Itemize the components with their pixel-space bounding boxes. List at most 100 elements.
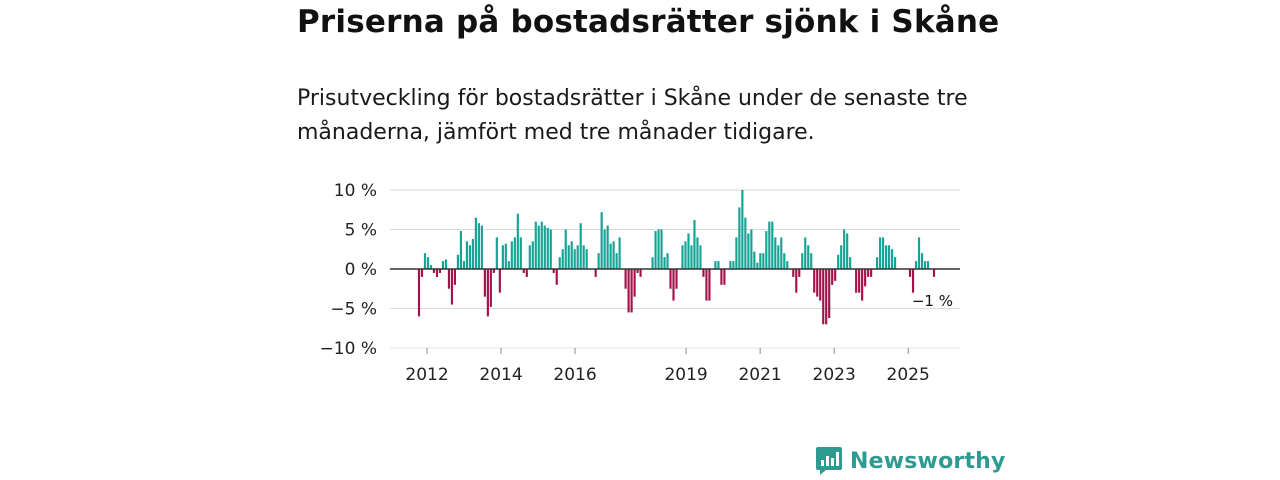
bar [597, 253, 600, 269]
bar [780, 237, 783, 269]
bar [456, 254, 460, 269]
bar [585, 249, 588, 269]
chart-title: Priserna på bostadsrätter sjönk i Skåne [297, 4, 1000, 40]
bar [561, 249, 564, 269]
bar [885, 245, 888, 269]
bar [738, 207, 741, 269]
bar [432, 269, 436, 273]
bar [474, 217, 477, 269]
bar [917, 237, 921, 269]
bar [786, 261, 789, 269]
bar [822, 269, 825, 325]
bar [489, 269, 492, 307]
bar [528, 245, 531, 269]
bar [594, 269, 597, 277]
bar [795, 269, 798, 293]
bar [453, 269, 457, 285]
bar [747, 233, 750, 269]
bar [438, 269, 442, 273]
bar [908, 269, 912, 277]
x-tick-label: 2014 [479, 365, 522, 385]
bar [849, 257, 852, 269]
bar [891, 249, 894, 269]
bar [534, 221, 537, 269]
bar [468, 245, 471, 269]
bar [690, 245, 693, 269]
bar [684, 241, 687, 269]
bar [765, 231, 768, 269]
chart-subtitle: Prisutveckling för bostadsrätter i Skåne… [297, 86, 968, 145]
bar [444, 259, 448, 269]
x-tick-label: 2019 [664, 365, 707, 385]
newsworthy-logo-icon [816, 447, 842, 475]
bar [606, 225, 609, 269]
x-tick-label: 2023 [813, 365, 856, 385]
bar [441, 261, 445, 269]
bar [810, 253, 813, 269]
bar [633, 269, 636, 297]
bar [465, 241, 468, 269]
y-tick-label: 0 % [345, 260, 377, 280]
bar [540, 221, 543, 269]
bar [723, 269, 726, 285]
bar [612, 241, 615, 269]
bar [447, 269, 451, 289]
bar [552, 269, 555, 273]
bar [495, 237, 498, 269]
y-tick-label: −5 % [330, 300, 377, 320]
bar [555, 269, 558, 285]
bar [867, 269, 870, 277]
bar [501, 245, 504, 269]
x-tick-label: 2025 [887, 365, 930, 385]
bar [729, 261, 732, 269]
bar [576, 245, 579, 269]
bar [579, 223, 582, 269]
bar [681, 245, 684, 269]
bar [480, 225, 483, 269]
bar [423, 253, 427, 269]
bar [696, 237, 699, 269]
y-tick-label: −10 % [320, 339, 377, 359]
bar [600, 212, 603, 269]
bar [537, 225, 540, 269]
bar [477, 223, 480, 269]
bar [624, 269, 627, 289]
bar [708, 269, 711, 301]
bar [834, 269, 837, 281]
bar [750, 229, 753, 269]
bar [894, 257, 897, 269]
bar [923, 261, 927, 269]
bars [417, 190, 936, 325]
bar [498, 269, 501, 293]
y-axis-labels: 10 % 5 % 0 % −5 % −10 % [320, 181, 377, 359]
bar [651, 257, 654, 269]
bar [543, 225, 546, 269]
bar [522, 269, 525, 273]
bar [792, 269, 795, 277]
bar [762, 253, 765, 269]
bar [717, 261, 720, 269]
y-tick-label: 5 % [345, 221, 377, 241]
bar [771, 221, 774, 269]
bar [855, 269, 858, 293]
bar [654, 231, 657, 269]
bar [768, 221, 771, 269]
bar [672, 269, 675, 301]
x-tick-label: 2012 [405, 365, 448, 385]
bar [663, 257, 666, 269]
bar [630, 269, 633, 313]
bar [627, 269, 630, 313]
bar [504, 243, 507, 269]
bar [507, 261, 510, 269]
bar [675, 269, 678, 289]
bar [603, 229, 606, 269]
bar [486, 269, 489, 317]
bar [702, 269, 705, 277]
bar [813, 269, 816, 293]
bar [732, 261, 735, 269]
bar [471, 238, 474, 269]
bar [753, 251, 756, 269]
bar [882, 237, 885, 269]
bar [699, 245, 702, 269]
bar [911, 269, 915, 293]
